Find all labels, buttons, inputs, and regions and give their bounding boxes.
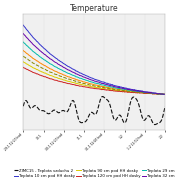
Teplota 50 cm pod HH dosky bbox=[152, 93, 154, 95]
Teplota 90 cm pod HH dosky bbox=[28, 64, 30, 66]
Teplota 32 cm bbox=[157, 93, 159, 95]
Teplota 32 cm bbox=[152, 92, 154, 94]
Line: Teplota 50 cm pod HH dosky: Teplota 50 cm pod HH dosky bbox=[23, 51, 165, 94]
Teplota 90 cm pod HH dosky bbox=[152, 93, 154, 95]
ZIMC15 - Teplota vzduchu 2 bbox=[153, 123, 155, 125]
Line: ZIMC15 - Teplota vzduchu 2: ZIMC15 - Teplota vzduchu 2 bbox=[23, 96, 165, 125]
Teplota 10 cm pod HH dosky bbox=[157, 93, 159, 95]
Teplota 50 cm pod HH dosky bbox=[31, 56, 33, 58]
Teplota 54 cm pod HH dosky bbox=[49, 71, 51, 73]
Teplota 54 cm pod HH dosky bbox=[22, 55, 24, 57]
ZIMC15 - Teplota vzduchu 2 bbox=[164, 105, 166, 107]
Teplota 120 cm pod HH dosky bbox=[49, 78, 51, 80]
ZIMC15 - Teplota vzduchu 2 bbox=[31, 107, 33, 109]
Teplota 50 cm pod HH dosky bbox=[157, 93, 159, 95]
Teplota 120 cm pod HH dosky bbox=[152, 93, 154, 95]
Teplota 29 cm bbox=[28, 47, 30, 49]
Teplota 90 cm pod HH dosky bbox=[22, 61, 24, 63]
Teplota 32 cm bbox=[31, 42, 33, 44]
Line: Teplota 90 cm pod HH dosky: Teplota 90 cm pod HH dosky bbox=[23, 62, 165, 94]
Teplota 32 cm bbox=[28, 39, 30, 41]
Teplota 50 cm pod HH dosky bbox=[164, 93, 166, 96]
Teplota 50 cm pod HH dosky bbox=[28, 54, 30, 56]
Teplota 90 cm pod HH dosky bbox=[49, 74, 51, 76]
Teplota 32 cm bbox=[49, 57, 51, 60]
ZIMC15 - Teplota vzduchu 2 bbox=[28, 105, 30, 107]
Legend: ZIMC15 - Teplota vzduchu 2, Teplota 10 cm pod HH dosky, Teplota 50 cm pod HH dos: ZIMC15 - Teplota vzduchu 2, Teplota 10 c… bbox=[14, 168, 175, 180]
Teplota 120 cm pod HH dosky bbox=[28, 69, 30, 71]
Teplota 120 cm pod HH dosky bbox=[157, 93, 159, 95]
Teplota 50 cm pod HH dosky bbox=[22, 50, 24, 52]
ZIMC15 - Teplota vzduchu 2 bbox=[49, 112, 51, 115]
Teplota 120 cm pod HH dosky bbox=[22, 66, 24, 69]
Teplota 90 cm pod HH dosky bbox=[164, 93, 166, 96]
Teplota 29 cm bbox=[22, 41, 24, 43]
Teplota 50 cm pod HH dosky bbox=[49, 68, 51, 70]
Teplota 10 cm pod HH dosky bbox=[22, 24, 24, 26]
Teplota 10 cm pod HH dosky bbox=[49, 52, 51, 55]
Teplota 10 cm pod HH dosky bbox=[31, 35, 33, 37]
Teplota 90 cm pod HH dosky bbox=[60, 78, 62, 80]
Line: Teplota 54 cm pod HH dosky: Teplota 54 cm pod HH dosky bbox=[23, 56, 165, 94]
Line: Teplota 10 cm pod HH dosky: Teplota 10 cm pod HH dosky bbox=[23, 25, 165, 94]
Teplota 120 cm pod HH dosky bbox=[31, 71, 33, 73]
Teplota 29 cm bbox=[152, 92, 154, 94]
Teplota 29 cm bbox=[157, 93, 159, 95]
Teplota 29 cm bbox=[60, 69, 62, 71]
Teplota 29 cm bbox=[164, 93, 166, 96]
Teplota 10 cm pod HH dosky bbox=[152, 92, 154, 94]
Teplota 10 cm pod HH dosky bbox=[60, 61, 62, 63]
Teplota 10 cm pod HH dosky bbox=[164, 93, 166, 96]
Teplota 90 cm pod HH dosky bbox=[157, 93, 159, 95]
Teplota 32 cm bbox=[164, 93, 166, 96]
ZIMC15 - Teplota vzduchu 2 bbox=[154, 123, 156, 126]
Line: Teplota 29 cm: Teplota 29 cm bbox=[23, 42, 165, 95]
Teplota 32 cm bbox=[60, 65, 62, 67]
Teplota 54 cm pod HH dosky bbox=[164, 93, 166, 96]
Teplota 29 cm bbox=[31, 49, 33, 51]
Teplota 10 cm pod HH dosky bbox=[28, 31, 30, 34]
Teplota 54 cm pod HH dosky bbox=[152, 93, 154, 95]
Line: Teplota 120 cm pod HH dosky: Teplota 120 cm pod HH dosky bbox=[23, 68, 165, 94]
Teplota 29 cm bbox=[49, 62, 51, 65]
ZIMC15 - Teplota vzduchu 2 bbox=[22, 105, 24, 107]
Teplota 54 cm pod HH dosky bbox=[31, 61, 33, 63]
Line: Teplota 32 cm: Teplota 32 cm bbox=[23, 34, 165, 94]
ZIMC15 - Teplota vzduchu 2 bbox=[158, 122, 161, 124]
Teplota 32 cm bbox=[22, 33, 24, 35]
ZIMC15 - Teplota vzduchu 2 bbox=[101, 95, 103, 98]
ZIMC15 - Teplota vzduchu 2 bbox=[60, 110, 62, 112]
Teplota 54 cm pod HH dosky bbox=[157, 93, 159, 95]
Teplota 54 cm pod HH dosky bbox=[60, 75, 62, 77]
Teplota 120 cm pod HH dosky bbox=[60, 81, 62, 83]
Teplota 120 cm pod HH dosky bbox=[164, 93, 166, 96]
Teplota 54 cm pod HH dosky bbox=[28, 59, 30, 61]
Teplota 50 cm pod HH dosky bbox=[60, 73, 62, 75]
Title: Temperature: Temperature bbox=[70, 4, 119, 13]
Teplota 90 cm pod HH dosky bbox=[31, 66, 33, 68]
